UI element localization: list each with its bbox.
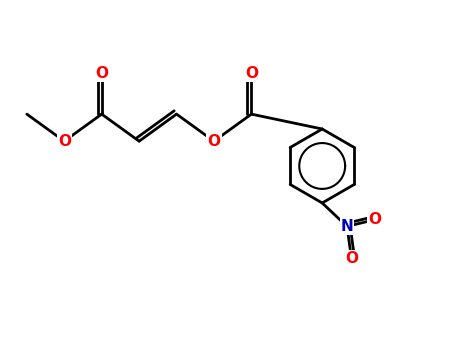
Text: O: O [245,66,258,81]
Text: O: O [58,134,71,149]
Text: O: O [95,66,108,81]
Text: N: N [341,219,354,234]
Text: O: O [207,134,221,149]
Text: O: O [345,251,358,266]
Text: O: O [369,212,381,227]
